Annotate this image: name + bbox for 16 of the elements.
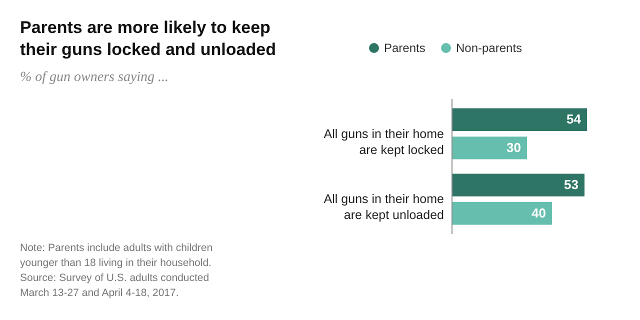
bar xyxy=(452,136,527,160)
text: Parents are more likely to keep their guns locked and unloaded xyxy=(20,18,276,59)
text: % of gun owners saying ... xyxy=(20,70,169,85)
bar xyxy=(452,108,587,131)
legend-label: Parents xyxy=(384,41,426,55)
data-label: 53 xyxy=(564,177,578,192)
legend-label: Non-parents xyxy=(456,41,522,55)
bar xyxy=(452,202,552,225)
data-label: 40 xyxy=(532,205,546,220)
text: Note: Parents include adults with children younger than 18 living in their household. xyxy=(20,242,213,269)
data-label: 30 xyxy=(506,140,521,155)
bar xyxy=(452,174,584,196)
source-note: Source: Survey of U.S. adults conducted March 13-27 and April 4-18, 2017. xyxy=(20,272,210,299)
y-tick-label: All guns in their home are kept locked xyxy=(324,126,444,157)
y-tick-label: All guns in their home are kept unloaded xyxy=(324,192,444,222)
data-label: 54 xyxy=(566,112,582,127)
